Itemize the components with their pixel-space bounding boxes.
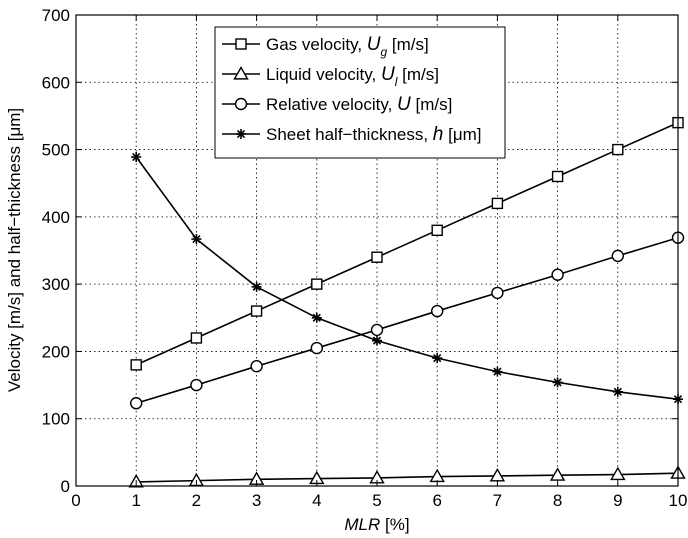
series-line xyxy=(136,472,679,483)
series-circle xyxy=(129,231,685,410)
data-point xyxy=(552,377,563,388)
data-point xyxy=(431,304,444,318)
x-tick-label: 6 xyxy=(432,491,441,510)
legend-marker xyxy=(235,38,247,50)
legend-item: Relative velocity, U [m/s] xyxy=(222,94,452,115)
x-tick-label: 2 xyxy=(192,491,201,510)
data-point xyxy=(491,197,504,210)
series-line xyxy=(135,156,679,400)
legend: Gas velocity, Ug [m/s] Liquid velocity, U… xyxy=(214,26,506,159)
x-tick-label: 10 xyxy=(669,491,688,510)
data-point xyxy=(551,268,564,281)
legend-marker xyxy=(233,66,249,80)
series-triangle xyxy=(128,465,686,488)
y-tick-label: 100 xyxy=(42,410,70,429)
x-tick-label: 8 xyxy=(553,491,562,510)
y-tick-label: 700 xyxy=(42,6,70,25)
x-tick-label: 9 xyxy=(613,491,622,510)
legend-item: Sheet half−thickness, h [μm] xyxy=(222,124,482,145)
data-point xyxy=(191,234,202,245)
data-point xyxy=(129,397,143,410)
data-point xyxy=(190,332,203,344)
y-axis-title: Velocity [m/s] and half−thickness [μm] xyxy=(5,108,24,392)
data-point xyxy=(612,143,624,156)
data-point xyxy=(610,466,626,481)
data-point xyxy=(612,386,623,397)
series-line xyxy=(135,236,679,405)
x-tick-label: 3 xyxy=(252,491,261,510)
data-point xyxy=(311,312,322,323)
data-point xyxy=(371,251,383,263)
y-tick-label: 400 xyxy=(42,208,70,227)
data-point xyxy=(551,170,564,183)
legend-item: Gas velocity, Ug [m/s] xyxy=(222,34,429,59)
legend-label: Liquid velocity, Ul [m/s] xyxy=(266,64,439,89)
data-point xyxy=(130,359,142,371)
x-axis-title: MLR [%] xyxy=(344,515,409,534)
data-point xyxy=(250,360,263,373)
data-point xyxy=(190,378,203,392)
series-line xyxy=(135,121,679,366)
y-tick-label: 300 xyxy=(42,275,70,294)
data-point xyxy=(311,278,323,290)
data-point xyxy=(611,249,624,263)
data-point xyxy=(370,323,384,337)
legend-marker xyxy=(236,129,246,139)
x-tick-label: 7 xyxy=(493,491,502,510)
legend-box xyxy=(214,26,506,159)
x-tick-label: 1 xyxy=(131,491,140,510)
legend-item: Liquid velocity, Ul [m/s] xyxy=(222,64,439,89)
data-point xyxy=(131,151,142,162)
x-tick-label: 4 xyxy=(312,491,321,510)
data-point xyxy=(250,305,263,317)
data-point xyxy=(372,335,382,346)
legend-label: Sheet half−thickness, h [μm] xyxy=(266,124,482,145)
y-tick-label: 500 xyxy=(42,141,70,160)
y-tick-label: 200 xyxy=(42,342,70,361)
data-point xyxy=(431,224,443,237)
legend-marker xyxy=(234,97,248,111)
data-point xyxy=(491,286,504,300)
y-tick-label: 600 xyxy=(42,73,70,92)
data-point xyxy=(432,353,443,364)
x-tick-label: 5 xyxy=(372,491,381,510)
legend-label: Gas velocity, Ug [m/s] xyxy=(266,34,429,59)
data-point xyxy=(492,366,503,377)
legend-label: Relative velocity, U [m/s] xyxy=(266,94,452,115)
data-point xyxy=(251,281,262,292)
data-point xyxy=(310,341,323,355)
x-tick-label: 0 xyxy=(71,491,80,510)
y-tick-label: 0 xyxy=(61,477,70,496)
